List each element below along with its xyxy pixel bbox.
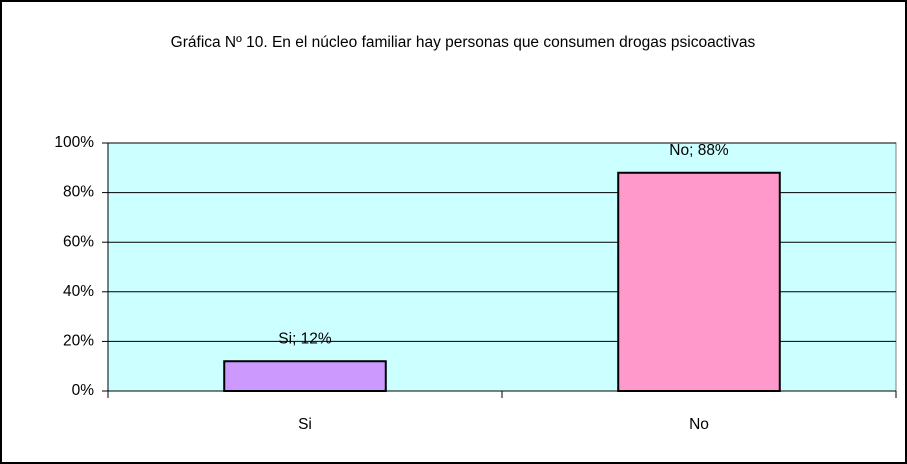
y-tick-label: 100% (54, 134, 94, 151)
y-tick-label: 60% (63, 233, 94, 250)
bar (223, 360, 387, 392)
y-tick-label: 80% (63, 184, 94, 201)
chart-title: Gráfica Nº 10. En el núcleo familiar hay… (170, 34, 756, 51)
data-label: Si; 12% (278, 330, 332, 347)
data-label: No; 88% (669, 142, 729, 159)
y-tick-label: 20% (63, 332, 94, 349)
bar (617, 171, 781, 392)
y-tick-label: 40% (63, 283, 94, 300)
x-tick-label: Si (298, 416, 312, 433)
x-tick-label: No (689, 416, 709, 433)
y-tick-label: 0% (72, 382, 95, 399)
